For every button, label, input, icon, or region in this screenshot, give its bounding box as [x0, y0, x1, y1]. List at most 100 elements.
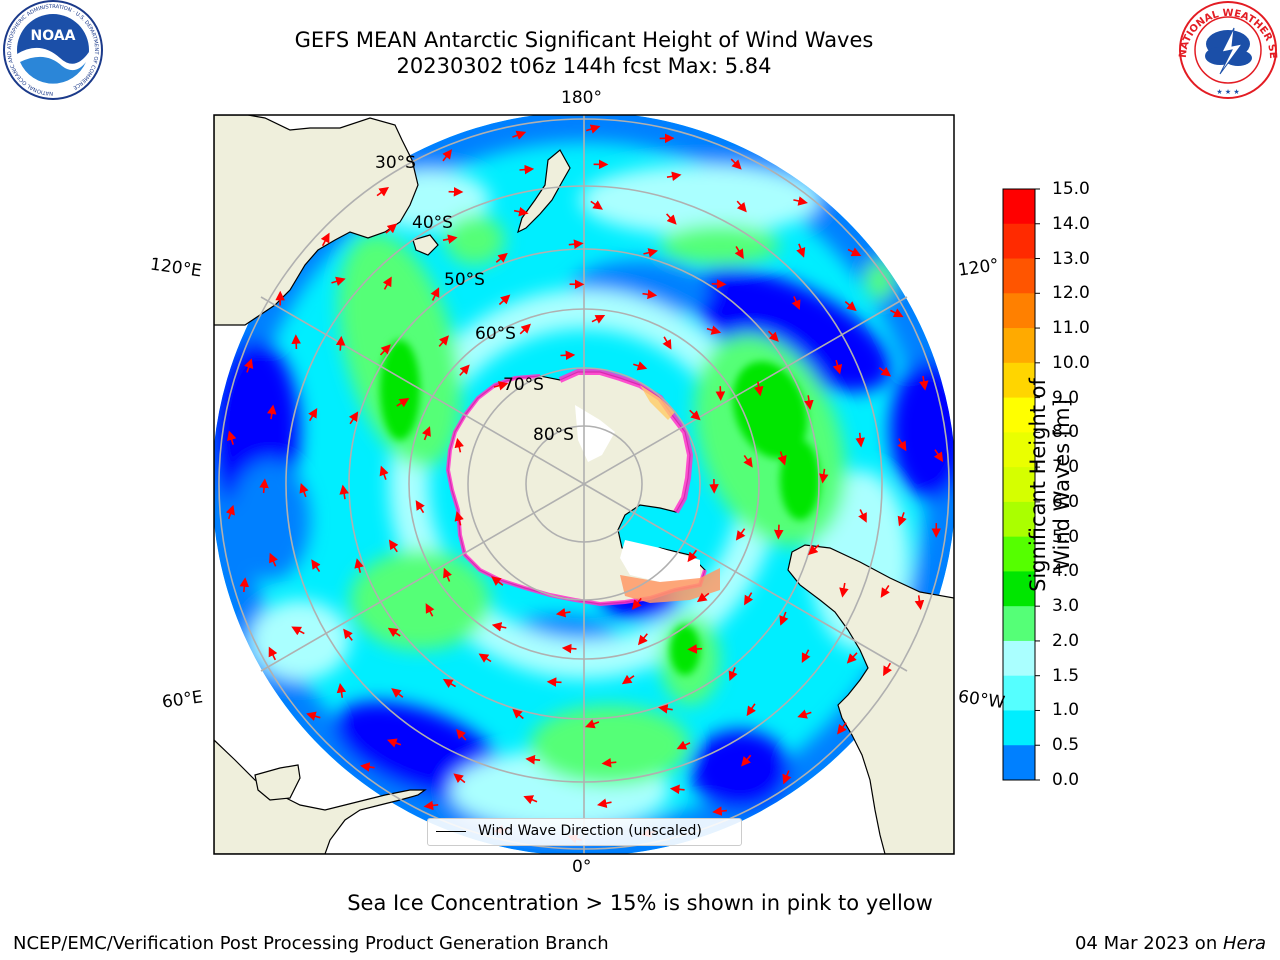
wind-arrow: [360, 762, 375, 772]
wind-arrow: [637, 633, 648, 646]
wind-arrow: [513, 206, 529, 217]
wind-arrow: [878, 366, 892, 377]
colorbar-segment: [1003, 328, 1035, 364]
wind-arrow: [379, 344, 391, 356]
wind-arrow: [299, 482, 309, 498]
wind-arrow: [525, 754, 541, 765]
wind-arrow: [933, 449, 944, 463]
wind-arrow: [796, 243, 806, 258]
wind-arrow: [858, 509, 867, 523]
map-title: GEFS MEAN Antarctic Significant Height o…: [294, 28, 874, 52]
wind-arrow: [712, 806, 727, 816]
wind-arrow: [382, 276, 392, 290]
wind-arrow: [495, 252, 508, 263]
colorbar-tick-label: 15.0: [1052, 179, 1090, 199]
wind-arrow: [443, 567, 452, 582]
wind-arrow: [331, 276, 346, 286]
wind-arrow: [259, 478, 269, 494]
wind-arrow: [797, 709, 812, 719]
colorbar-segment: [1003, 189, 1035, 225]
wind-arrow: [837, 722, 847, 735]
colorbar-segment: [1003, 675, 1035, 711]
colorbar-segment: [1003, 536, 1035, 572]
wind-arrow: [883, 662, 892, 677]
colorbar-tick-label: 1.5: [1052, 665, 1080, 686]
wind-arrow: [585, 124, 601, 134]
footer-host: Hera: [1222, 933, 1266, 954]
wind-arrow: [519, 323, 531, 335]
footer-organization: NCEP/EMC/Verification Post Processing Pr…: [13, 933, 609, 954]
wind-arrow: [897, 512, 907, 527]
svg-text:★ ★ ★: ★ ★ ★: [1216, 88, 1239, 96]
legend-label: Wind Wave Direction (unscaled): [478, 823, 702, 839]
wind-arrow: [914, 595, 925, 611]
wind-arrow: [512, 708, 524, 720]
colorbar-tick-label: 2.0: [1052, 630, 1080, 651]
wind-arrow: [890, 308, 904, 318]
colorbar-segment: [1003, 293, 1035, 329]
sea-ice-caption: Sea Ice Concentration > 15% is shown in …: [347, 891, 933, 915]
colorbar-segment: [1003, 258, 1035, 294]
wind-arrow: [819, 468, 829, 484]
wind-arrow: [832, 359, 843, 375]
wind-arrow: [311, 559, 321, 573]
wind-arrow: [767, 330, 779, 342]
colorbar-segment: [1003, 362, 1035, 399]
wind-arrow: [793, 196, 808, 206]
wind-arrow: [561, 643, 577, 654]
colorbar-tick-label: 12.0: [1052, 283, 1090, 304]
wind-arrow: [696, 592, 710, 603]
colorbar-segment: [1003, 745, 1035, 781]
wind-arrow: [308, 407, 318, 422]
lat-label-50s: 50°S: [444, 270, 485, 290]
wind-arrow: [385, 223, 398, 234]
wind-arrow: [459, 364, 470, 376]
colorbar-border: [1002, 188, 1036, 781]
colorbar-segment: [1003, 710, 1035, 746]
colorbar-tick-label: 4.0: [1052, 561, 1080, 582]
wind-arrow: [454, 511, 464, 526]
colorbar-segment: [1003, 223, 1035, 260]
wind-arrow: [491, 576, 504, 586]
wind-arrow: [425, 603, 435, 617]
colorbar-tick-label: 6.0: [1052, 491, 1080, 512]
wind-arrow: [268, 646, 278, 661]
colorbar-segment: [1003, 501, 1035, 538]
wind-arrow: [844, 300, 857, 312]
wind-arrow: [423, 800, 439, 811]
colorbar-tick-label: 7.0: [1052, 457, 1080, 478]
wind-arrow: [454, 437, 464, 453]
wind-direction-arrows: [225, 124, 944, 844]
colorbar-segment: [1003, 432, 1035, 468]
wind-arrow: [430, 287, 440, 301]
wind-arrow: [442, 678, 457, 688]
wind-arrow: [269, 552, 278, 567]
wind-arrow: [442, 149, 453, 162]
wind-arrow: [741, 754, 752, 767]
wind-arrow: [839, 582, 849, 598]
wind-arrow: [421, 426, 431, 441]
wind-arrow: [244, 358, 254, 373]
lat-label-70s: 70°S: [503, 375, 544, 395]
noaa-logo-text: NOAA: [31, 28, 76, 44]
footer-timestamp: 04 Mar 2023 on Hera: [1074, 933, 1266, 954]
nws-logo: NATIONAL WEATHER SERVICE ★ ★ ★: [1172, 0, 1280, 104]
wind-arrow: [438, 335, 449, 347]
lat-label-80s: 80°S: [533, 425, 574, 445]
legend-line-sample: [436, 831, 466, 832]
lon-label-180: 180°: [561, 88, 602, 108]
wind-arrow: [807, 544, 820, 556]
wind-arrow: [687, 549, 698, 563]
wind-arrow: [880, 584, 890, 598]
wind-arrow: [386, 738, 402, 748]
wind-arrow: [662, 336, 672, 350]
wind-arrow: [633, 361, 648, 371]
colorbar-segment: [1003, 467, 1035, 503]
wind-arrow: [689, 409, 701, 421]
wind-arrow: [306, 711, 321, 721]
wind-arrow: [348, 411, 359, 425]
wind-arrow: [642, 289, 658, 300]
wind-arrow: [225, 504, 235, 520]
wind-arrow: [585, 719, 600, 729]
colorbar-tick-label: 0.0: [1052, 770, 1080, 790]
